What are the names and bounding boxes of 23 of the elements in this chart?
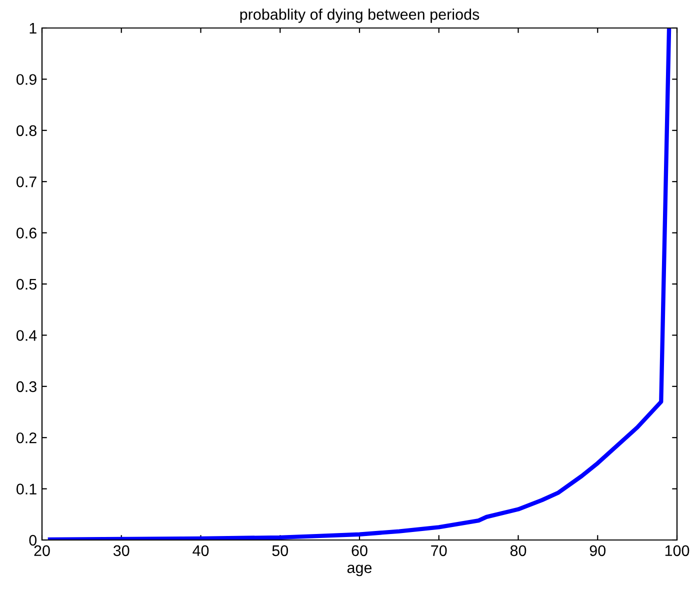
x-axis-title: age — [347, 564, 372, 576]
x-tick-label: 50 — [272, 545, 288, 556]
y-tick-label: 0.5 — [16, 278, 36, 290]
x-tick-label: 60 — [352, 545, 368, 556]
x-tick-label: 40 — [192, 545, 209, 556]
y-tick-label: 0.2 — [16, 432, 36, 444]
x-tick-label: 30 — [113, 545, 130, 556]
x-tick-label: 20 — [34, 545, 50, 556]
chart-title: probablity of dying between periods — [240, 8, 480, 23]
y-tick-label: 0.3 — [16, 381, 36, 392]
y-tick-label: 0.7 — [16, 176, 36, 188]
line-series — [48, 28, 672, 540]
x-tick-label: 70 — [431, 545, 447, 556]
y-tick-label: 0.4 — [16, 330, 37, 341]
y-tick-label: 0.9 — [16, 74, 36, 85]
y-tick-label: 0 — [29, 534, 37, 546]
y-tick-label: 0.6 — [16, 228, 36, 238]
y-tick-label: 0.1 — [16, 484, 36, 494]
y-tick-label: 1 — [30, 23, 36, 34]
x-tick-label: 100 — [665, 545, 690, 556]
x-tick-label: 80 — [510, 545, 526, 556]
y-tick-label: 0.8 — [16, 125, 36, 136]
x-tick-label: 90 — [590, 545, 606, 556]
